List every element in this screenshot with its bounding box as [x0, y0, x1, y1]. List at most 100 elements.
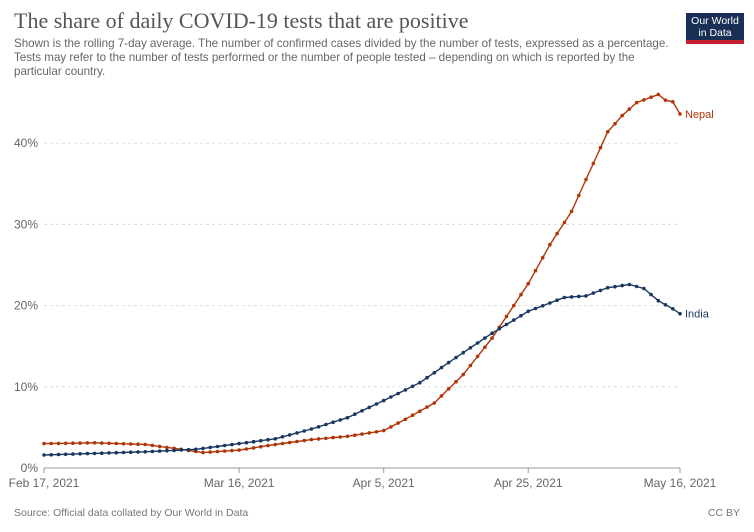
data-point-nepal — [461, 372, 466, 377]
data-point-india — [403, 388, 408, 392]
data-point-nepal — [548, 242, 552, 247]
data-point-nepal — [396, 421, 400, 425]
owid-logo[interactable]: Our World in Data — [686, 13, 744, 44]
data-point-india — [251, 439, 256, 444]
data-point-india — [316, 425, 321, 429]
data-point-india — [92, 451, 97, 456]
series-line-india — [43, 283, 681, 456]
data-point-india — [121, 450, 126, 455]
data-point-india — [468, 346, 473, 350]
data-point-india — [454, 355, 458, 360]
data-point-nepal — [642, 98, 646, 102]
data-point-india — [512, 318, 516, 322]
license-link[interactable]: CC BY — [707, 507, 740, 519]
data-point-india — [656, 298, 661, 303]
data-point-india — [519, 313, 523, 318]
data-point-india — [598, 288, 603, 293]
data-point-india — [533, 306, 538, 311]
data-point-india — [259, 438, 263, 443]
logo-line-1: Our World — [691, 15, 739, 27]
data-point-india — [309, 427, 314, 431]
data-point-india — [56, 452, 61, 457]
data-point-india — [526, 309, 530, 314]
data-point-nepal — [273, 442, 278, 447]
data-point-nepal — [100, 441, 104, 445]
logo-line-2: in Data — [698, 27, 732, 39]
data-point-india — [548, 301, 552, 305]
data-point-india — [634, 284, 639, 289]
data-point-nepal — [605, 130, 610, 134]
data-point-nepal — [627, 107, 632, 111]
data-point-nepal — [128, 442, 133, 446]
data-point-nepal — [367, 431, 372, 435]
data-point-india — [418, 380, 422, 385]
data-point-india — [230, 442, 234, 447]
series-label-nepal: Nepal — [685, 109, 714, 121]
data-point-india — [100, 451, 104, 456]
data-point-nepal — [555, 231, 559, 236]
data-point-nepal — [107, 441, 111, 446]
data-point-nepal — [389, 425, 393, 429]
data-point-nepal — [42, 441, 46, 446]
data-point-nepal — [114, 441, 119, 446]
data-point-nepal — [208, 450, 212, 454]
data-point-nepal — [446, 387, 451, 391]
data-point-india — [186, 447, 191, 452]
data-point-india — [584, 294, 588, 298]
data-point-india — [425, 375, 429, 380]
data-point-nepal — [222, 449, 227, 453]
data-point-nepal — [649, 95, 653, 99]
data-point-nepal — [331, 435, 335, 440]
data-point-india — [85, 451, 90, 456]
data-point-india — [194, 447, 198, 452]
y-tick-label: 0% — [21, 461, 39, 475]
data-point-india — [331, 420, 335, 425]
data-point-india — [360, 409, 364, 413]
data-point-nepal — [266, 443, 270, 448]
data-point-india — [324, 422, 328, 427]
data-point-nepal — [613, 121, 617, 126]
data-point-nepal — [165, 445, 169, 450]
data-point-india — [504, 322, 509, 327]
data-point-india — [107, 451, 111, 455]
data-point-nepal — [121, 442, 126, 446]
data-point-nepal — [324, 436, 328, 441]
data-point-nepal — [475, 354, 480, 359]
y-tick-label: 10% — [14, 380, 38, 394]
data-point-nepal — [150, 443, 155, 448]
data-point-nepal — [251, 446, 256, 450]
series-line-nepal — [43, 93, 681, 454]
data-point-india — [266, 437, 270, 442]
data-point-nepal — [136, 442, 140, 447]
data-point-nepal — [215, 449, 220, 454]
data-point-india — [389, 395, 393, 399]
data-point-india — [569, 295, 574, 299]
data-point-nepal — [302, 438, 307, 443]
data-point-india — [396, 391, 400, 396]
data-point-india — [302, 429, 307, 433]
data-point-india — [338, 418, 343, 422]
data-point-nepal — [374, 430, 379, 434]
logo-accent-bar — [686, 40, 744, 44]
data-point-nepal — [634, 100, 639, 105]
data-point-india — [555, 298, 559, 303]
data-point-nepal — [483, 345, 487, 350]
data-point-nepal — [454, 379, 458, 384]
data-point-india — [627, 282, 632, 287]
data-point-nepal — [439, 394, 444, 398]
data-point-india — [136, 450, 140, 454]
x-tick-label: Apr 5, 2021 — [353, 476, 415, 490]
data-point-india — [208, 445, 212, 450]
data-point-india — [179, 448, 184, 452]
series-label-india: India — [685, 309, 710, 321]
data-point-india — [620, 283, 624, 288]
data-point-nepal — [584, 177, 588, 182]
data-point-nepal — [295, 439, 299, 444]
data-point-nepal — [663, 98, 668, 102]
data-point-nepal — [85, 441, 90, 445]
y-tick-label: 40% — [14, 136, 38, 150]
data-point-india — [63, 452, 68, 457]
data-point-india — [222, 443, 227, 448]
data-point-india — [353, 412, 357, 417]
data-point-nepal — [316, 437, 321, 441]
